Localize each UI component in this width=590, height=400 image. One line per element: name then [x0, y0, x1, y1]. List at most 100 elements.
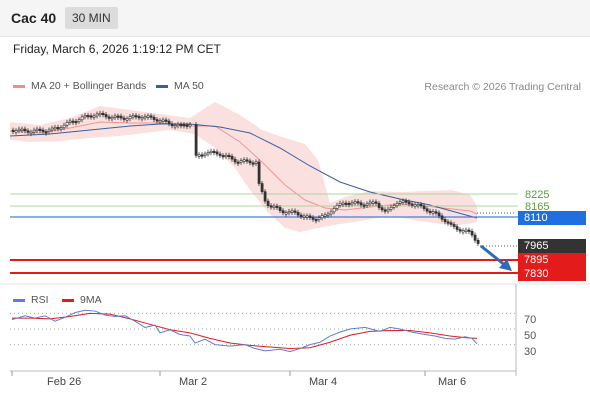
candle-body: [377, 203, 381, 208]
candle-body: [386, 208, 390, 212]
candle-body: [215, 151, 219, 155]
candle-body: [431, 211, 435, 214]
legend-9ma-label: 9MA: [80, 294, 102, 306]
candle-body: [62, 124, 66, 128]
candle-body: [128, 116, 132, 120]
candle-body: [380, 207, 384, 211]
candle-body: [329, 211, 333, 215]
candle-body: [347, 203, 351, 206]
rsi-line: [11, 309, 478, 353]
candle-body: [35, 128, 39, 131]
candle-body: [65, 122, 69, 126]
candle-body: [446, 221, 450, 224]
candle-body: [56, 127, 60, 130]
candle-body: [233, 158, 237, 163]
legend-ma20-label: MA 20 + Bollinger Bands: [31, 80, 147, 92]
candle-body: [68, 120, 72, 123]
candle-body: [137, 116, 141, 119]
candle-body: [149, 115, 153, 118]
candle-body: [197, 154, 201, 157]
timestamp: Friday, March 6, 2026 1:19:12 PM CET: [13, 42, 221, 56]
candle-body: [344, 202, 348, 205]
candle-body: [302, 215, 306, 218]
candle-body: [95, 113, 99, 117]
candle-body: [308, 215, 312, 218]
candle-body: [440, 215, 444, 220]
candle-body: [257, 161, 261, 184]
candle-body: [323, 214, 327, 217]
candle-body: [359, 202, 363, 206]
level-label-r1: 8225: [525, 189, 550, 201]
candle-body: [251, 162, 255, 165]
candle-body: [260, 183, 264, 192]
x-label-mar4: Mar 4: [309, 376, 338, 388]
candle-body: [428, 210, 432, 213]
candle-body: [455, 226, 459, 230]
candle-body: [245, 159, 249, 162]
candle-body: [170, 123, 174, 127]
candle-body: [164, 119, 168, 122]
rsi-level-50: 50: [524, 330, 537, 342]
candle-body: [242, 159, 246, 162]
candle-body: [293, 210, 297, 213]
candle-body: [398, 201, 402, 204]
candle-body: [284, 212, 288, 215]
candle-body: [356, 201, 360, 204]
candle-body: [425, 208, 429, 212]
rsi-swatch: [13, 298, 25, 302]
candle-body: [113, 115, 117, 118]
candle-body: [158, 120, 162, 123]
candle-body: [80, 116, 84, 121]
candle-body: [470, 230, 474, 236]
candle-body: [404, 200, 408, 203]
candle-body: [71, 120, 75, 123]
candle-body: [98, 112, 102, 116]
candle-body: [311, 217, 315, 220]
candle-body: [155, 119, 159, 122]
candle-body: [374, 201, 378, 204]
candle-body: [194, 124, 198, 156]
candle-body: [320, 215, 324, 219]
candle-body: [83, 115, 87, 118]
candle-body: [32, 129, 36, 133]
pivot-tag: 8110: [518, 211, 586, 225]
candle-body: [104, 114, 108, 118]
candle-body: [371, 201, 375, 204]
candle-body: [461, 230, 465, 233]
candle-body: [119, 115, 123, 119]
timeframe-button[interactable]: 30 MIN: [65, 7, 118, 29]
candle-body: [410, 203, 414, 206]
candle-body: [50, 127, 54, 131]
candle-body: [443, 219, 447, 223]
x-label-mar2: Mar 2: [179, 376, 208, 388]
candle-body: [26, 130, 30, 133]
candle-body: [110, 117, 114, 120]
candle-body: [53, 127, 57, 130]
candle-body: [44, 131, 48, 134]
candle-body: [266, 200, 270, 206]
candle-body: [188, 124, 192, 127]
candle-body: [134, 115, 138, 118]
rsi-ma-line: [12, 312, 478, 350]
candle-body: [14, 130, 18, 133]
forecast-arrow-head: [499, 259, 512, 271]
candle-body: [335, 204, 339, 209]
candle-body: [230, 155, 234, 160]
candle-body: [59, 127, 63, 130]
rsi-level-30: 30: [524, 346, 537, 358]
candle-body: [437, 212, 441, 217]
candle-body: [161, 119, 165, 122]
candle-body: [236, 161, 240, 164]
candle-body: [209, 150, 213, 154]
candle-body: [107, 116, 111, 119]
candle-body: [362, 204, 366, 207]
legend-ma20: MA 20 + Bollinger Bands: [13, 80, 146, 92]
candle-body: [353, 201, 357, 204]
candle-body: [326, 213, 330, 216]
candle-body: [365, 203, 369, 206]
candle-body: [224, 154, 228, 158]
candle-body: [452, 224, 456, 227]
legend-rsi-label: RSI: [31, 294, 49, 306]
candle-body: [296, 212, 300, 216]
candle-body: [254, 161, 258, 164]
